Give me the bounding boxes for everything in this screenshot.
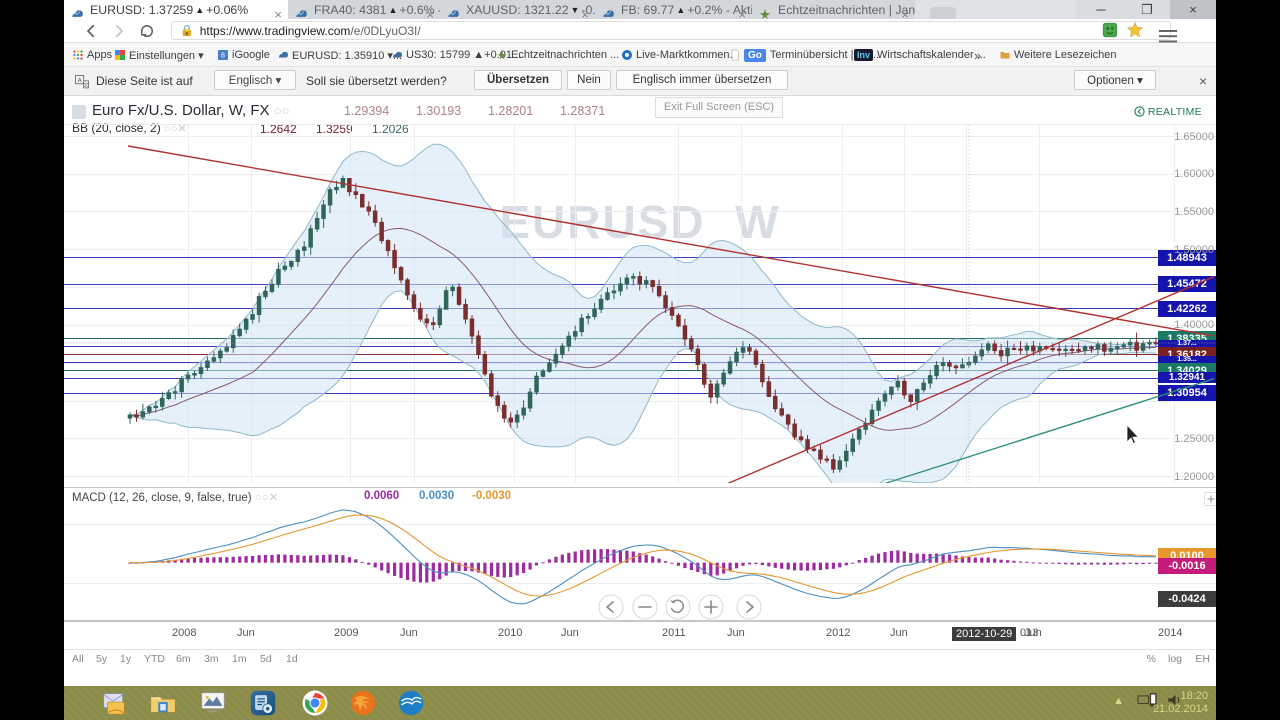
svg-text:8: 8 [221, 53, 225, 60]
svg-text:A: A [78, 78, 82, 84]
